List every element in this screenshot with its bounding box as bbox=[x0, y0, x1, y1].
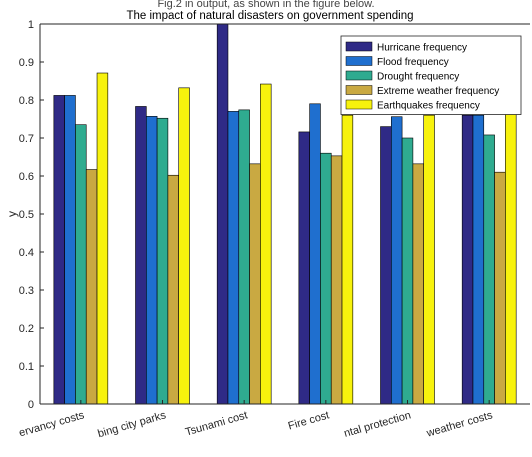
y-tick-label: 0 bbox=[28, 399, 34, 411]
bar bbox=[260, 83, 272, 405]
y-axis-label: y bbox=[5, 211, 19, 217]
y-tick-label: 0.2 bbox=[19, 323, 34, 335]
bar bbox=[178, 87, 190, 405]
bar bbox=[494, 171, 506, 405]
bar bbox=[75, 124, 87, 405]
legend-swatch bbox=[345, 56, 373, 66]
bar bbox=[167, 174, 179, 405]
y-tick-label: 0.4 bbox=[19, 247, 34, 259]
bar bbox=[249, 163, 261, 405]
bar bbox=[238, 109, 250, 405]
bar bbox=[309, 103, 321, 405]
legend: Hurricane frequency Flood frequency Drough… bbox=[340, 35, 522, 115]
legend-swatch bbox=[345, 41, 373, 52]
bar bbox=[135, 106, 147, 405]
y-tick-label: 0.6 bbox=[19, 171, 34, 183]
y-tick-label: 0.9 bbox=[19, 57, 34, 69]
y-tick-label: 0.8 bbox=[19, 95, 34, 107]
bar bbox=[298, 131, 310, 405]
chart-title: The impact of natural disasters on gover… bbox=[126, 10, 413, 22]
y-ticks-group: 0 0.1 0.2 0.3 0.4 0.5 0.6 0.7 0.8 0.9 1 bbox=[19, 19, 44, 411]
x-tick-label: weather costs bbox=[424, 409, 494, 440]
bar bbox=[216, 23, 229, 405]
legend-entry: Earthquakes frequency bbox=[377, 101, 480, 112]
x-tick-label: ntal protection bbox=[343, 409, 413, 440]
bar bbox=[53, 95, 65, 405]
bar bbox=[227, 111, 240, 405]
legend-swatch bbox=[345, 99, 373, 110]
legend-swatch bbox=[345, 85, 373, 95]
bar bbox=[412, 163, 424, 405]
x-ticks-group: ervancy costs bing city parks Tsunami cost… bbox=[18, 400, 494, 440]
legend-entry: Flood frequency bbox=[377, 57, 449, 68]
bar bbox=[156, 117, 169, 405]
bar bbox=[380, 126, 392, 405]
y-tick-label: 0.5 bbox=[19, 209, 34, 221]
x-tick-label: Fire cost bbox=[287, 409, 331, 432]
bar bbox=[330, 155, 343, 405]
legend-entry: Drought frequency bbox=[377, 72, 459, 83]
bar bbox=[96, 72, 109, 405]
bar bbox=[85, 169, 98, 405]
bar bbox=[505, 83, 517, 405]
clipped-caption: Fig.2 in output, as shown in the figure … bbox=[157, 0, 374, 10]
bar bbox=[472, 114, 485, 405]
bar bbox=[146, 116, 158, 405]
bar bbox=[401, 137, 414, 405]
legend-entry: Extreme weather frequency bbox=[377, 86, 499, 97]
y-tick-label: 0.3 bbox=[19, 285, 34, 297]
bar bbox=[64, 95, 76, 405]
legend-swatch bbox=[345, 70, 373, 81]
y-tick-label: 1 bbox=[28, 19, 34, 31]
x-tick-label: ervancy costs bbox=[18, 409, 86, 439]
bar bbox=[423, 114, 435, 405]
legend-entry: Hurricane frequency bbox=[377, 43, 467, 54]
y-tick-label: 0.7 bbox=[19, 133, 34, 145]
bar bbox=[341, 114, 354, 405]
x-tick-label: bing city parks bbox=[96, 409, 167, 440]
bar bbox=[320, 152, 332, 405]
bar bbox=[483, 134, 495, 405]
bar bbox=[390, 116, 403, 405]
x-tick-label: Tsunami cost bbox=[184, 409, 249, 438]
bar bbox=[461, 114, 474, 405]
y-tick-label: 0.1 bbox=[19, 361, 34, 373]
